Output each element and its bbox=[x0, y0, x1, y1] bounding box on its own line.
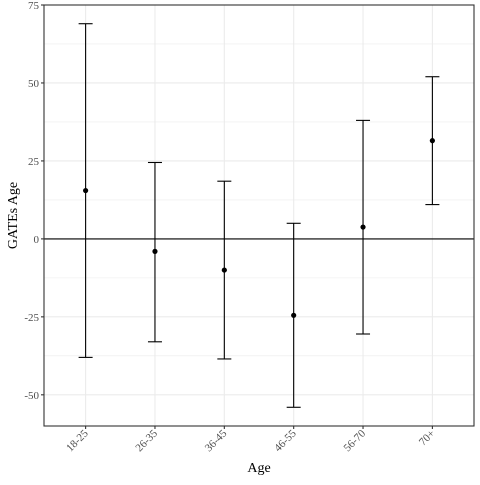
data-point bbox=[152, 248, 158, 254]
data-point bbox=[360, 224, 366, 230]
y-tick-label: -25 bbox=[24, 312, 39, 324]
data-point bbox=[83, 187, 89, 194]
y-tick-label: 25 bbox=[28, 156, 40, 168]
points-layer bbox=[83, 138, 435, 318]
y-tick-label: 50 bbox=[28, 78, 40, 90]
x-axis-title: Age bbox=[247, 461, 270, 476]
y-tick-label: 75 bbox=[28, 0, 40, 12]
y-axis-title: GATEs Age bbox=[6, 182, 21, 249]
y-tick-label: -50 bbox=[24, 390, 39, 402]
data-point bbox=[291, 312, 297, 318]
y-tick-label: 0 bbox=[34, 234, 40, 246]
panel-border bbox=[43, 4, 475, 427]
data-point bbox=[429, 138, 435, 144]
data-point bbox=[221, 267, 227, 273]
